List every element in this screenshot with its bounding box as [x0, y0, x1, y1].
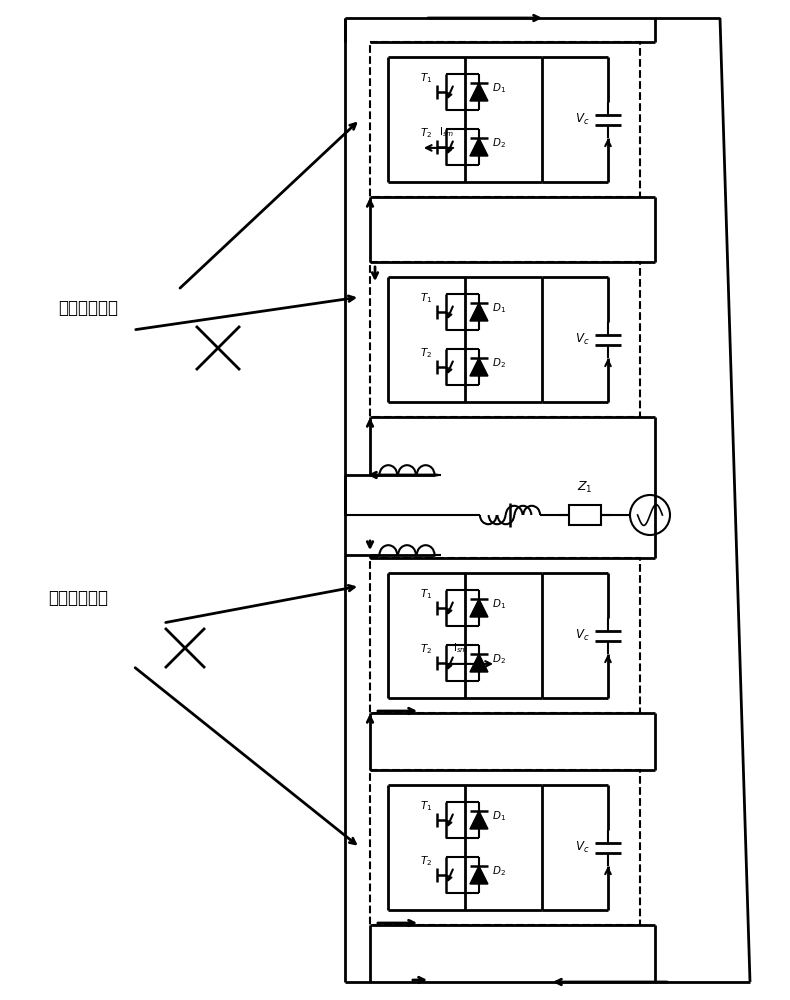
Text: I$_{sm}$: I$_{sm}$: [439, 125, 455, 139]
Polygon shape: [470, 358, 488, 376]
Polygon shape: [470, 811, 488, 829]
Text: Z$_1$: Z$_1$: [577, 480, 592, 495]
Text: V$_c$: V$_c$: [575, 628, 590, 643]
Text: T$_2$: T$_2$: [419, 126, 432, 140]
Text: V$_c$: V$_c$: [575, 840, 590, 855]
Text: D$_1$: D$_1$: [492, 301, 506, 315]
Text: D$_1$: D$_1$: [492, 809, 506, 823]
Polygon shape: [470, 83, 488, 101]
Text: I$_{sm}$: I$_{sm}$: [453, 641, 468, 655]
Text: D$_1$: D$_1$: [492, 81, 506, 95]
Text: T$_1$: T$_1$: [419, 587, 432, 601]
Text: V$_c$: V$_c$: [575, 332, 590, 347]
Polygon shape: [470, 654, 488, 672]
Text: D$_2$: D$_2$: [492, 652, 506, 666]
Text: D$_2$: D$_2$: [492, 864, 506, 878]
Text: 投入的子模块: 投入的子模块: [58, 299, 118, 317]
Text: T$_2$: T$_2$: [419, 854, 432, 868]
Text: T$_2$: T$_2$: [419, 642, 432, 656]
Text: D$_1$: D$_1$: [492, 597, 506, 611]
Text: T$_1$: T$_1$: [419, 799, 432, 813]
Text: 切出的子模块: 切出的子模块: [48, 589, 108, 607]
Polygon shape: [470, 303, 488, 321]
Text: T$_2$: T$_2$: [419, 346, 432, 360]
Text: T$_1$: T$_1$: [419, 71, 432, 85]
Polygon shape: [470, 599, 488, 617]
Bar: [569, 505, 601, 525]
Text: T$_1$: T$_1$: [419, 291, 432, 305]
Text: V$_c$: V$_c$: [575, 112, 590, 127]
Polygon shape: [470, 138, 488, 156]
Polygon shape: [470, 866, 488, 884]
Text: D$_2$: D$_2$: [492, 356, 506, 370]
Text: D$_2$: D$_2$: [492, 136, 506, 150]
